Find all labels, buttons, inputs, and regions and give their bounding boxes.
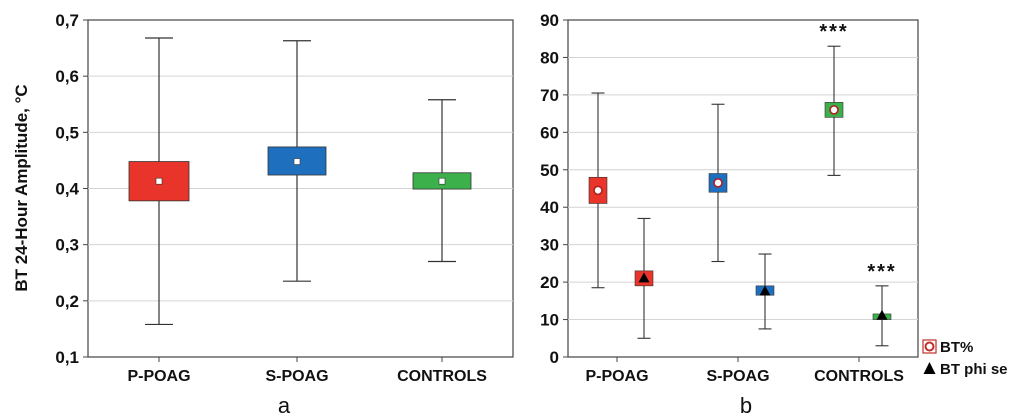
- panel-b-y-ticks: 0 10 20 30 40 50 60 70 80 90: [540, 11, 568, 367]
- mean-marker-triangle: [876, 309, 888, 320]
- legend: BT% BT phi se: [922, 339, 1008, 378]
- mean-marker: [438, 177, 446, 185]
- x-category-label: S-POAG: [706, 368, 769, 385]
- y-tick-label: 0,1: [55, 348, 79, 367]
- legend-item-bt-phi-se: BT phi se: [923, 361, 1008, 378]
- legend-triangle-icon: [923, 362, 936, 374]
- mean-marker-circle: [713, 178, 723, 188]
- mean-marker: [293, 158, 301, 165]
- y-tick-label: 70: [540, 86, 559, 105]
- y-tick-label: 0,2: [55, 292, 79, 311]
- mean-marker-circle: [829, 105, 839, 115]
- mean-marker-circle: [593, 185, 603, 196]
- x-category-label: P-POAG: [585, 368, 648, 385]
- x-category-label: CONTROLS: [814, 368, 904, 385]
- y-tick-label: 60: [540, 123, 559, 142]
- mean-marker-triangle: [638, 272, 650, 283]
- panel-b-label: b: [740, 393, 752, 418]
- legend-item-bt-percent: BT%: [922, 339, 973, 356]
- panel-b-plot-frame: [567, 19, 919, 358]
- panel-a-label: a: [278, 393, 291, 418]
- panel-b-boxes: *** ***: [588, 21, 896, 347]
- legend-label-bt-phi-se: BT phi se: [940, 361, 1008, 378]
- y-tick-label: 90: [540, 11, 559, 30]
- x-category-label: CONTROLS: [397, 368, 487, 385]
- y-tick-label: 30: [540, 236, 559, 255]
- panel-b-grid: [568, 56, 918, 321]
- y-tick-label: 20: [540, 273, 559, 292]
- legend-circle-icon: [924, 341, 935, 352]
- y-tick-label: 0,6: [55, 67, 79, 86]
- panel-a-x-categories: P-POAG S-POAG CONTROLS: [127, 357, 487, 385]
- y-tick-label: 0: [550, 348, 559, 367]
- panel-b: 0 10 20 30 40 50 60 70 80 90 P-POAG S-POAG CONTROLS…: [540, 11, 1007, 418]
- y-tick-label: 0,5: [55, 123, 79, 142]
- x-category-label: S-POAG: [265, 368, 328, 385]
- x-category-label: P-POAG: [127, 368, 190, 385]
- significance-annotation: ***: [867, 261, 896, 283]
- y-tick-label: 0,3: [55, 236, 79, 255]
- y-tick-label: 80: [540, 48, 559, 67]
- legend-label-bt-percent: BT%: [940, 339, 973, 356]
- panel-a-boxes: [128, 37, 472, 326]
- mean-marker-triangle: [759, 285, 771, 296]
- y-tick-label: 40: [540, 198, 559, 217]
- mean-marker: [155, 177, 163, 185]
- y-tick-label: 10: [540, 311, 559, 330]
- significance-annotation: ***: [819, 21, 848, 43]
- y-tick-label: 0,4: [55, 180, 79, 199]
- panel-b-x-categories: P-POAG S-POAG CONTROLS: [585, 357, 904, 385]
- y-tick-label: 50: [540, 161, 559, 180]
- panel-a: 0,1 0,2 0,3 0,4 0,5 0,6 0,7 P-POAG S-POAG CONTRO…: [12, 11, 514, 418]
- panel-a-y-ticks: 0,1 0,2 0,3 0,4 0,5 0,6 0,7: [55, 11, 88, 367]
- y-tick-label: 0,7: [55, 11, 79, 30]
- panel-a-y-axis-label: BT 24-Hour Amplitude, °C: [12, 84, 31, 291]
